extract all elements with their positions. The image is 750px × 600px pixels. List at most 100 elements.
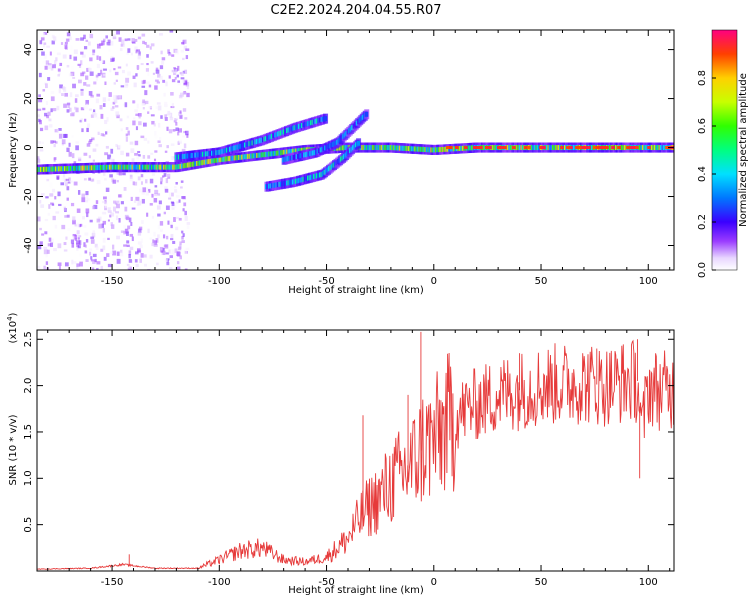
- spectrogram-noise-cell: [120, 230, 125, 233]
- spectrogram-noise-cell: [179, 244, 182, 249]
- spectrogram-noise-cell: [180, 77, 185, 80]
- spectrogram-noise-cell: [39, 127, 44, 132]
- spectrogram-noise-cell: [124, 228, 128, 234]
- spectrogram-noise-cell: [80, 51, 84, 55]
- spectrogram-noise-cell: [56, 123, 61, 127]
- spectrogram-noise-cell: [164, 104, 168, 108]
- spectrogram-noise-cell: [153, 158, 157, 162]
- spectrogram-noise-cell: [152, 72, 155, 75]
- spectrogram-noise-cell: [125, 152, 130, 157]
- spectrogram-noise-cell: [173, 186, 177, 189]
- spectrogram-noise-cell: [48, 204, 51, 209]
- spectrogram-noise-cell: [45, 83, 48, 89]
- spectrogram-noise-cell: [171, 79, 176, 83]
- spectrogram-peak-cell: [617, 146, 621, 150]
- spectrogram-cell: [356, 140, 361, 146]
- spectrogram-noise-cell: [135, 113, 139, 116]
- spectrogram-noise-cell: [50, 108, 53, 113]
- spectrogram-noise-cell: [57, 243, 62, 249]
- spectrogram-noise-cell: [164, 186, 168, 190]
- spectrogram-noise-cell: [154, 135, 158, 139]
- spectrogram-noise-cell: [164, 150, 168, 153]
- spectrogram-noise-cell: [52, 64, 56, 69]
- spectrogram-noise-cell: [82, 216, 85, 220]
- spectrogram-noise-cell: [58, 133, 63, 139]
- spectrogram-noise-cell: [37, 145, 41, 148]
- spectrogram-xtick-label: -100: [208, 276, 231, 287]
- spectrogram-noise-cell: [173, 67, 176, 70]
- spectrogram-noise-cell: [103, 256, 107, 261]
- spectrogram-noise-cell: [107, 237, 110, 241]
- spectrogram-noise-cell: [175, 122, 178, 126]
- spectrogram-ytick-label: -20: [23, 188, 34, 204]
- spectrogram-noise-cell: [89, 57, 93, 62]
- spectrogram-noise-cell: [176, 190, 181, 195]
- spectrogram-noise-cell: [180, 186, 183, 189]
- spectrogram-noise-cell: [56, 175, 60, 180]
- spectrogram-noise-cell: [113, 68, 116, 71]
- spectrogram-noise-cell: [52, 107, 57, 112]
- spectrogram-noise-cell: [115, 111, 120, 117]
- spectrogram-noise-cell: [144, 100, 149, 105]
- spectrogram-panel: -150 -100 -50 0 50 100 -40 -20 0 20 40 Height of …: [8, 29, 675, 296]
- spectrogram-noise-cell: [154, 189, 159, 195]
- spectrogram-noise-cell: [138, 188, 143, 193]
- snr-xtick-label: 50: [535, 577, 548, 588]
- spectrogram-noise-cell: [183, 143, 187, 149]
- snr-ytick-label: 2.5: [23, 331, 34, 347]
- spectrogram-noise-cell: [154, 85, 158, 90]
- spectrogram-noise-cell: [110, 148, 114, 154]
- spectrogram-noise-cell: [138, 121, 142, 126]
- spectrogram-noise-cell: [181, 148, 186, 152]
- spectrogram-noise-cell: [42, 107, 46, 111]
- spectrogram-noise-cell: [125, 77, 130, 83]
- spectrogram-noise-cell: [165, 81, 168, 87]
- spectrogram-noise-cell: [137, 113, 142, 117]
- spectrogram-noise-cell: [70, 202, 75, 207]
- spectrogram-noise-cell: [77, 245, 81, 249]
- spectrogram-xtick-label: -150: [101, 276, 124, 287]
- colorbar-ticks: 0.0 0.2 0.4 0.6 0.8: [697, 70, 716, 278]
- spectrogram-noise-cell: [158, 144, 162, 148]
- spectrogram-noise-cell: [142, 40, 145, 45]
- spectrogram-noise-cell: [107, 39, 111, 43]
- spectrogram-noise-cell: [104, 178, 107, 181]
- spectrogram-noise-cell: [144, 41, 147, 45]
- spectrogram-noise-cell: [150, 43, 155, 47]
- spectrogram-noise-cell: [74, 234, 78, 240]
- spectrogram-noise-cell: [154, 35, 158, 39]
- spectrogram-noise-cell: [75, 94, 79, 98]
- spectrogram-noise-cell: [176, 261, 180, 265]
- spectrogram-noise-cell: [146, 81, 150, 84]
- spectrogram-noise-cell: [184, 130, 189, 136]
- spectrogram-noise-cell: [95, 74, 99, 78]
- spectrogram-noise-cell: [160, 181, 163, 185]
- spectrogram-noise-cell: [92, 49, 96, 53]
- spectrogram-noise-cell: [113, 206, 117, 212]
- spectrogram-noise-cell: [147, 71, 150, 77]
- spectrogram-noise-cell: [54, 224, 58, 229]
- spectrogram-noise-cell: [39, 149, 44, 152]
- spectrogram-noise-cell: [154, 192, 158, 197]
- spectrogram-noise-cell: [159, 137, 162, 141]
- spectrogram-peak-cell: [602, 146, 606, 150]
- spectrogram-noise-cell: [88, 140, 92, 145]
- spectrogram-noise-cell: [65, 236, 68, 240]
- spectrogram-noise-cell: [76, 222, 80, 228]
- spectrogram-noise-cell: [183, 82, 188, 86]
- spectrogram-noise-cell: [141, 85, 146, 88]
- spectrogram-noise-cell: [85, 239, 89, 243]
- spectrogram-noise-cell: [146, 54, 149, 58]
- spectrogram-noise-cell: [124, 102, 128, 108]
- spectrogram-noise-cell: [96, 267, 99, 270]
- spectrogram-noise-cell: [107, 154, 112, 160]
- spectrogram-noise-cell: [154, 185, 158, 188]
- spectrogram-noise-cell: [168, 52, 172, 57]
- spectrogram-noise-cell: [60, 42, 64, 45]
- spectrogram-noise-cell: [137, 200, 142, 206]
- spectrogram-noise-cell: [120, 85, 125, 88]
- spectrogram-ytick-label: 20: [23, 92, 34, 105]
- spectrogram-noise-cell: [75, 38, 80, 41]
- spectrogram-noise-cell: [123, 187, 127, 191]
- spectrogram-noise-cell: [41, 141, 44, 144]
